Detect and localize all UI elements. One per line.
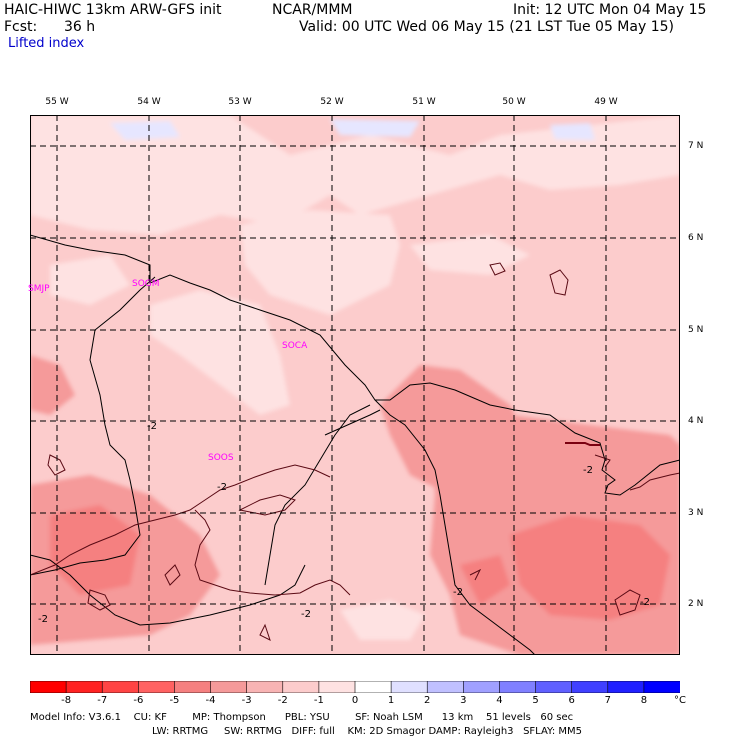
colorbar-tick-label: 2	[424, 695, 431, 706]
lifted-index-map	[30, 115, 680, 655]
colorbar-tick-label: -3	[241, 695, 252, 706]
coastlines-borders	[30, 234, 680, 655]
colorbar-swatch	[65, 681, 104, 693]
model-info-line1: Model Info: V3.6.1 CU: KF MP: Thompson P…	[30, 712, 574, 723]
colorbar-swatch	[463, 681, 501, 693]
lat-label-4n: 4 N	[688, 416, 704, 426]
model-info-line2: LW: RRTMG SW: RRTMG DIFF: full KM: 2D Sm…	[152, 726, 582, 737]
colorbar-tick-label: -8	[61, 695, 72, 706]
colorbar-swatch	[282, 681, 320, 693]
lon-label-54w: 54 W	[137, 97, 161, 107]
valid-time: Valid: 00 UTC Wed 06 May 15 (21 LST Tue …	[299, 19, 674, 35]
lat-label-3n: 3 N	[688, 508, 704, 518]
contour-label: -2	[583, 465, 593, 476]
colorbar-tick-label: 7	[604, 695, 611, 706]
forecast-hour: 36 h	[64, 19, 96, 35]
colorbar-tick-label: -6	[133, 695, 144, 706]
colorbar-swatch	[246, 681, 284, 693]
lat-label-6n: 6 N	[688, 233, 704, 243]
colorbar-swatch	[318, 681, 356, 693]
colorbar-swatch	[643, 681, 680, 693]
colorbar-tick-label: 0	[351, 695, 359, 706]
colorbar-swatch	[390, 681, 429, 693]
contour-label: -2	[301, 609, 311, 620]
colorbar	[30, 681, 680, 693]
colorbar-swatch	[571, 681, 609, 693]
colorbar-swatch	[354, 681, 392, 693]
contour-label: -2	[453, 587, 463, 598]
contour-label: -2	[38, 614, 48, 625]
lat-label-7n: 7 N	[688, 141, 704, 151]
colorbar-unit: °C	[674, 695, 686, 706]
colorbar-swatch	[101, 681, 140, 693]
colorbar-tick-label: 1	[387, 695, 395, 706]
model-title: HAIC-HIWC 13km ARW-GFS init	[4, 2, 222, 18]
lon-label-50w: 50 W	[502, 97, 526, 107]
lon-label-55w: 55 W	[45, 97, 69, 107]
organization-label: NCAR/MMM	[272, 2, 353, 18]
colorbar-tick-label: -4	[205, 695, 216, 706]
lat-label-5n: 5 N	[688, 325, 704, 335]
forecast-label: Fcst:	[4, 19, 38, 35]
colorbar-tick-label: -2	[277, 695, 288, 706]
colorbar-swatch	[607, 681, 645, 693]
lat-label-2n: 2 N	[688, 599, 704, 609]
contour-minus2	[30, 262, 680, 641]
colorbar-swatch	[210, 681, 248, 693]
colorbar-tick-label: 5	[532, 695, 539, 706]
colorbar-tick-label: 6	[568, 695, 575, 706]
colorbar-tick-label: 3	[460, 695, 467, 706]
station-soos: SOOS	[208, 453, 234, 463]
colorbar-tick-label: -5	[169, 695, 180, 706]
map-frame	[30, 115, 680, 655]
lat-lon-grid	[30, 115, 680, 655]
contour-label: -2	[147, 421, 157, 432]
field-name: Lifted index	[8, 36, 85, 51]
lon-label-51w: 51 W	[412, 97, 436, 107]
colorbar-tick-label: -1	[313, 695, 324, 706]
colorbar-tick-label: 8	[640, 695, 648, 706]
colorbar-swatch	[499, 681, 537, 693]
colorbar-swatch	[138, 681, 176, 693]
colorbar-swatch	[426, 681, 465, 693]
colorbar-tick-label: 4	[496, 695, 503, 706]
shaded-regions	[30, 115, 680, 655]
contour-label: -2	[640, 597, 650, 608]
colorbar-swatch	[30, 681, 67, 693]
lon-label-53w: 53 W	[228, 97, 252, 107]
lon-label-49w: 49 W	[594, 97, 618, 107]
colorbar-tick-label: -7	[97, 695, 108, 706]
colorbar-swatch	[535, 681, 573, 693]
station-sogm: SOGM	[132, 279, 160, 289]
lon-label-52w: 52 W	[320, 97, 344, 107]
init-time: Init: 12 UTC Mon 04 May 15	[513, 2, 707, 18]
contour-label: -2	[217, 482, 227, 493]
station-smjp: SMJP	[28, 284, 50, 294]
station-soca: SOCA	[282, 341, 308, 351]
colorbar-swatch	[174, 681, 212, 693]
